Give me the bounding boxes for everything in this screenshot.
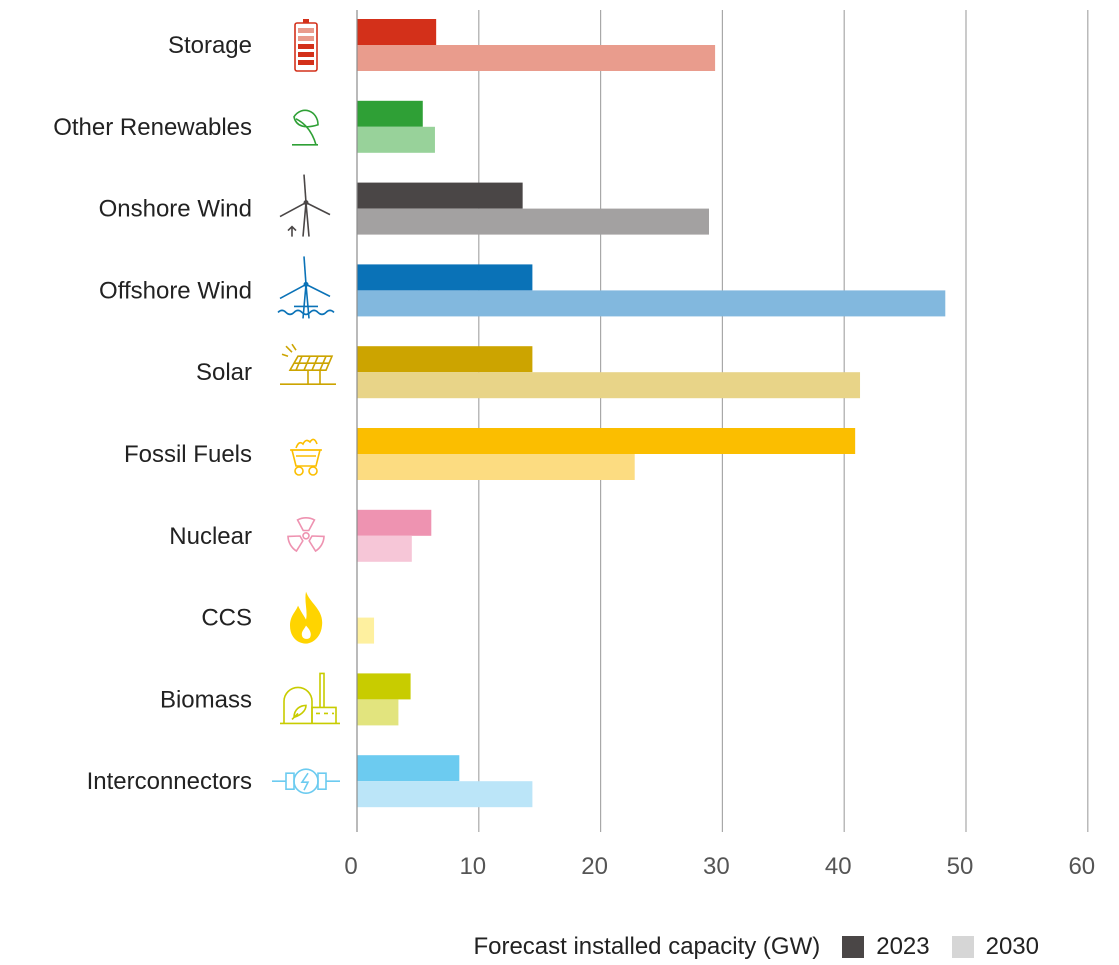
x-tick-label: 20 (581, 853, 608, 880)
category-label-offshore-wind: Offshore Wind (99, 277, 252, 304)
solar-panel-icon (280, 343, 336, 386)
coal-cart-icon (290, 438, 322, 476)
bar-storage-2030 (357, 45, 716, 71)
wind-turbine-icon (279, 174, 331, 237)
legend: Forecast installed capacity (GW) 2023 20… (0, 930, 1119, 964)
bar-solar-2030 (357, 372, 861, 399)
x-tick-label: 10 (459, 853, 486, 880)
bar-other-renewables-2023 (357, 100, 423, 127)
category-label-solar: Solar (196, 359, 252, 386)
bar-nuclear-2030 (357, 535, 412, 562)
flame-icon (290, 591, 323, 644)
legend-title: Forecast installed capacity (GW) (473, 933, 821, 960)
bar-nuclear-2023 (357, 509, 432, 536)
legend-swatch-2030 (951, 936, 974, 958)
category-label-onshore-wind: Onshore Wind (99, 196, 252, 223)
legend-label-2023: 2023 (876, 933, 930, 960)
bar-biomass-2030 (357, 699, 399, 726)
bar-interconnectors-2023 (357, 755, 460, 782)
battery-icon (294, 19, 318, 72)
category-label-nuclear: Nuclear (169, 523, 252, 550)
category-label-biomass: Biomass (160, 686, 252, 713)
offshore-wind-turbine-icon (277, 256, 335, 319)
leaf-icon (292, 109, 319, 146)
bar-storage-2023 (357, 19, 437, 45)
x-tick-label: 50 (947, 853, 974, 880)
x-tick-label: 30 (703, 853, 730, 880)
category-label-other-renewables: Other Renewables (53, 114, 252, 141)
bar-ccs-2030 (357, 617, 375, 644)
category-label-interconnectors: Interconnectors (87, 768, 252, 795)
x-tick-label: 40 (825, 853, 852, 880)
bar-onshore-wind-2023 (357, 182, 523, 209)
bar-solar-2023 (357, 346, 533, 373)
category-label-ccs: CCS (201, 605, 252, 632)
bar-fossil-fuels-2030 (357, 454, 635, 480)
bar-fossil-fuels-2023 (357, 428, 856, 454)
bar-onshore-wind-2030 (357, 208, 710, 235)
interconnector-icon (272, 768, 340, 795)
bar-biomass-2023 (357, 673, 411, 700)
radiation-icon (287, 517, 325, 553)
bar-interconnectors-2030 (357, 781, 533, 808)
biomass-plant-icon (280, 672, 340, 725)
bar-other-renewables-2030 (357, 126, 435, 153)
category-label-fossil-fuels: Fossil Fuels (124, 441, 252, 468)
x-tick-label: 0 (344, 853, 357, 880)
category-label-storage: Storage (168, 32, 252, 59)
legend-label-2030: 2030 (985, 933, 1039, 960)
bar-offshore-wind-2023 (357, 264, 533, 291)
legend-swatch-2023 (842, 936, 865, 958)
bar-offshore-wind-2030 (357, 290, 946, 317)
chart-plot: 0 10 20 30 40 50 60 Storage Other Renewables Onsh… (53, 10, 1095, 880)
x-tick-label: 60 (1068, 853, 1095, 880)
